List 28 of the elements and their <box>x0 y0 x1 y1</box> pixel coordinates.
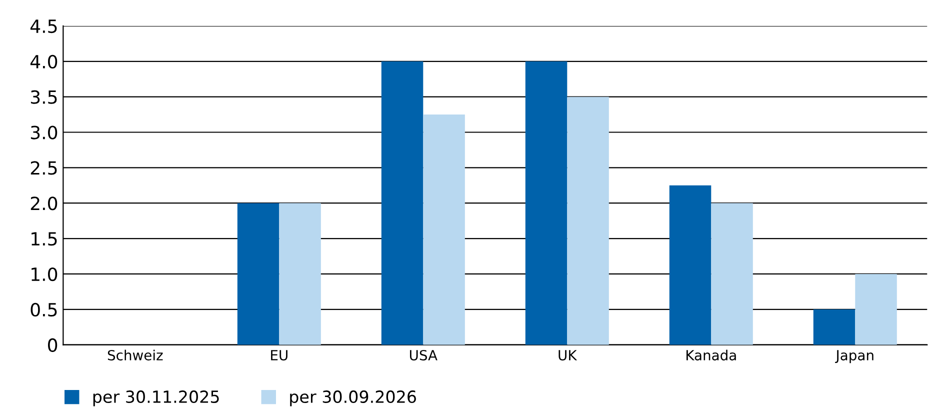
y-tick-label: 3.5 <box>30 90 57 104</box>
y-tick-label: 4.0 <box>30 54 58 69</box>
y-tick-label: 1.5 <box>32 232 57 246</box>
bar <box>855 274 897 345</box>
bar <box>813 309 856 345</box>
bar <box>381 61 424 345</box>
x-tick-label: Schweiz <box>108 350 163 360</box>
bar <box>423 114 465 345</box>
x-tick-label: Kanada <box>686 350 736 360</box>
y-tick-label: 0 <box>48 338 58 352</box>
bar <box>669 185 712 345</box>
bar <box>525 61 568 345</box>
y-tick-label: 4.5 <box>30 20 57 34</box>
bar <box>711 203 753 345</box>
y-tick-label: 3.0 <box>30 126 58 140</box>
y-tick-label: 0.5 <box>30 302 57 317</box>
x-tick-label: Japan <box>835 350 874 364</box>
x-tick-label: UK <box>558 350 578 360</box>
bar <box>567 96 609 345</box>
x-tick-label: USA <box>410 350 438 360</box>
y-tick-label: 2.0 <box>30 196 58 210</box>
bar <box>279 203 321 345</box>
y-tick-label: 1.0 <box>32 267 58 282</box>
bar <box>237 203 280 345</box>
legend-label: per 30.09.2026 <box>290 390 416 406</box>
legend-label: per 30.11.2025 <box>93 390 219 406</box>
y-tick-label: 2.5 <box>30 161 57 175</box>
x-tick-label: EU <box>271 350 288 360</box>
